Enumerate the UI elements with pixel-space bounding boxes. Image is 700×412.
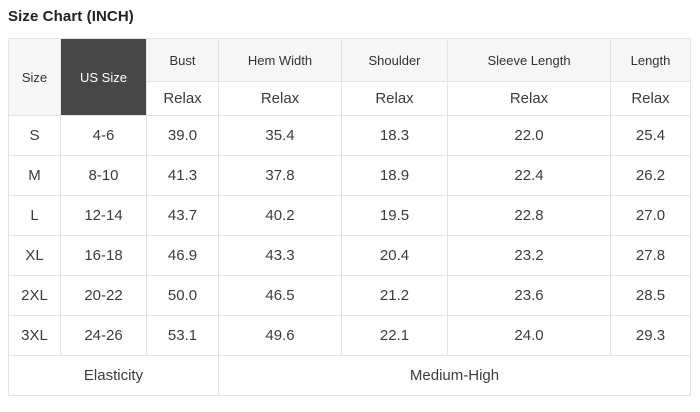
shoulder-value: 22.1 xyxy=(341,315,448,356)
bust-value: 46.9 xyxy=(146,235,219,276)
bust-fit-label: Relax xyxy=(146,81,219,116)
shoulder-fit-label: Relax xyxy=(341,81,448,116)
length-value: 28.5 xyxy=(610,275,691,316)
shoulder-value: 18.3 xyxy=(341,115,448,156)
us-size-cell: 8-10 xyxy=(60,155,147,196)
us-size-cell: 20-22 xyxy=(60,275,147,316)
us-size-cell: 4-6 xyxy=(60,115,147,156)
bust-value: 50.0 xyxy=(146,275,219,316)
bust-value: 43.7 xyxy=(146,195,219,236)
us-size-column-header: US Size xyxy=(60,38,147,116)
length-value: 27.8 xyxy=(610,235,691,276)
size-column-header: Size xyxy=(8,38,61,116)
shoulder-value: 21.2 xyxy=(341,275,448,316)
elasticity-value: Medium-High xyxy=(218,355,691,396)
length-value: 26.2 xyxy=(610,155,691,196)
hem-width-fit-label: Relax xyxy=(218,81,342,116)
table-row-l: L 12-14 43.7 40.2 19.5 22.8 27.0 xyxy=(8,195,691,236)
size-cell: XL xyxy=(8,235,61,276)
sleeve-length-value: 24.0 xyxy=(447,315,611,356)
header-row-fit: Relax Relax Relax Relax Relax xyxy=(9,81,691,116)
size-cell: S xyxy=(8,115,61,156)
hem-width-value: 49.6 xyxy=(218,315,342,356)
length-value: 25.4 xyxy=(610,115,691,156)
shoulder-value: 18.9 xyxy=(341,155,448,196)
sleeve-length-value: 23.2 xyxy=(447,235,611,276)
us-size-cell: 24-26 xyxy=(60,315,147,356)
sleeve-length-value: 22.0 xyxy=(447,115,611,156)
page-title: Size Chart (INCH) xyxy=(8,8,134,25)
sleeve-length-value: 22.8 xyxy=(447,195,611,236)
table-row-3xl: 3XL 24-26 53.1 49.6 22.1 24.0 29.3 xyxy=(8,315,691,356)
length-value: 29.3 xyxy=(610,315,691,356)
bust-value: 53.1 xyxy=(146,315,219,356)
shoulder-value: 20.4 xyxy=(341,235,448,276)
sleeve-length-value: 22.4 xyxy=(447,155,611,196)
hem-width-value: 46.5 xyxy=(218,275,342,316)
table-row-m: M 8-10 41.3 37.8 18.9 22.4 26.2 xyxy=(8,155,691,196)
size-cell: 2XL xyxy=(8,275,61,316)
shoulder-column-header: Shoulder xyxy=(341,38,448,82)
bust-value: 41.3 xyxy=(146,155,219,196)
table-row-2xl: 2XL 20-22 50.0 46.5 21.2 23.6 28.5 xyxy=(8,275,691,316)
sleeve-length-value: 23.6 xyxy=(447,275,611,316)
hem-width-value: 37.8 xyxy=(218,155,342,196)
elasticity-label: Elasticity xyxy=(8,355,219,396)
table-row-s: S 4-6 39.0 35.4 18.3 22.0 25.4 xyxy=(8,115,691,156)
shoulder-value: 19.5 xyxy=(341,195,448,236)
sleeve-length-fit-label: Relax xyxy=(447,81,611,116)
length-fit-label: Relax xyxy=(610,81,691,116)
us-size-cell: 12-14 xyxy=(60,195,147,236)
size-cell: L xyxy=(8,195,61,236)
hem-width-column-header: Hem Width xyxy=(218,38,342,82)
hem-width-value: 43.3 xyxy=(218,235,342,276)
bust-value: 39.0 xyxy=(146,115,219,156)
size-cell: 3XL xyxy=(8,315,61,356)
size-cell: M xyxy=(8,155,61,196)
hem-width-value: 40.2 xyxy=(218,195,342,236)
header-row-measures: Size US Size Bust Hem Width Shoulder Sle… xyxy=(8,38,691,116)
size-chart-table: Size US Size Bust Hem Width Shoulder Sle… xyxy=(8,38,691,396)
table-row-elasticity: Elasticity Medium-High xyxy=(8,355,691,396)
us-size-cell: 16-18 xyxy=(60,235,147,276)
length-column-header: Length xyxy=(610,38,691,82)
hem-width-value: 35.4 xyxy=(218,115,342,156)
length-value: 27.0 xyxy=(610,195,691,236)
sleeve-length-column-header: Sleeve Length xyxy=(447,38,611,82)
bust-column-header: Bust xyxy=(146,38,219,82)
table-row-xl: XL 16-18 46.9 43.3 20.4 23.2 27.8 xyxy=(8,235,691,276)
